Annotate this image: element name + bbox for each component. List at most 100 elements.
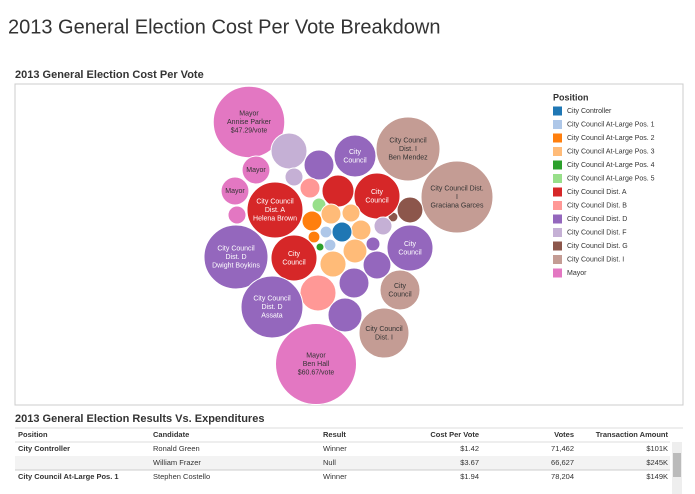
table-cell: 66,627 xyxy=(551,458,574,467)
bubble xyxy=(323,238,337,252)
bubble-label: Mayor Ben Hall $60.67/vote xyxy=(298,352,335,376)
bubble xyxy=(353,172,401,220)
bubble xyxy=(321,174,355,208)
bubble xyxy=(358,307,410,359)
legend-label: City Council At-Large Pos. 2 xyxy=(567,135,655,142)
bubble xyxy=(365,236,381,252)
bubble-label-line: Dist. D xyxy=(226,254,247,261)
bubble-label: City Council Dist. I Graciana Garces xyxy=(430,185,484,209)
bubble xyxy=(375,116,441,182)
bubble xyxy=(319,250,347,278)
table-cell: William Frazer xyxy=(153,458,201,467)
bubble-label: City Council Dist. D Assata xyxy=(253,295,291,319)
bubble-label-line: City Council xyxy=(217,245,255,252)
bubble xyxy=(299,177,321,199)
table-cell: $101K xyxy=(646,444,668,453)
bubble xyxy=(274,322,358,406)
bubble-label-line: Helena Brown xyxy=(253,215,297,222)
bubble-label-line: $47.29/vote xyxy=(231,127,268,134)
legend-label: City Council At-Large Pos. 3 xyxy=(567,148,655,155)
bubble xyxy=(331,221,353,243)
bubble-label-line: Mayor xyxy=(246,167,266,174)
table-cell: Null xyxy=(323,458,336,467)
table-cell: $3.67 xyxy=(460,458,479,467)
bubble-label-line: Graciana Garces xyxy=(431,202,484,209)
row-band xyxy=(15,456,670,470)
bubble xyxy=(386,224,434,272)
legend-label: Mayor xyxy=(567,270,587,277)
legend-swatch xyxy=(553,120,562,129)
bubble xyxy=(362,250,392,280)
column-header: Position xyxy=(18,430,48,439)
bubble-label-line: City xyxy=(288,251,301,258)
bubble-label-line: Dist. D xyxy=(262,304,283,311)
legend-label: City Council At-Large Pos. 5 xyxy=(567,175,655,182)
bubble xyxy=(420,160,494,234)
scrollbar-thumb[interactable] xyxy=(673,453,681,477)
bubble xyxy=(227,205,247,225)
bubble-label: City Council Dist. I xyxy=(365,326,403,342)
bubble-label-line: $60.67/vote xyxy=(298,369,335,376)
bubble-label: City Council xyxy=(365,189,389,205)
table-cell: Stephen Costello xyxy=(153,472,210,481)
legend-label: City Council Dist. G xyxy=(567,243,628,250)
legend-swatch xyxy=(553,187,562,197)
bubble xyxy=(301,210,323,232)
chart-title: 2013 General Election Cost Per Vote xyxy=(15,69,204,81)
column-header: Votes xyxy=(554,430,574,439)
bubble xyxy=(338,267,370,299)
bubble-label: City Council xyxy=(388,283,412,299)
bubble xyxy=(373,216,393,236)
bubble-label: City Council xyxy=(282,251,306,267)
table-cell: 78,204 xyxy=(551,472,574,481)
bubble-label: City Council Dist. I Ben Mendez xyxy=(388,137,428,161)
bubble xyxy=(307,230,321,244)
table-title: 2013 General Election Results Vs. Expend… xyxy=(15,413,264,425)
bubble-label-line: City Council xyxy=(253,295,291,302)
table-cell: $245K xyxy=(646,458,668,467)
legend-label: City Council At-Large Pos. 1 xyxy=(567,121,655,128)
bubble-label-line: Dist. A xyxy=(265,207,286,214)
legend-swatch xyxy=(553,106,562,116)
column-header: Transaction Amount xyxy=(596,430,669,439)
bubble xyxy=(342,238,368,264)
table-cell: $1.94 xyxy=(460,472,479,481)
bubble-label: City Council Dist. D Dwight Boykins xyxy=(212,245,260,269)
bubble-label: City Council xyxy=(398,241,422,257)
legend-swatch xyxy=(553,228,562,237)
bubble xyxy=(246,181,304,239)
bubble-label-line: Ben Hall xyxy=(303,361,330,368)
bubble-label-line: Mayor xyxy=(306,352,326,359)
bubble-label: Mayor xyxy=(225,188,245,195)
column-header: Result xyxy=(323,430,346,439)
bubble-label-line: Council xyxy=(365,197,389,204)
bubble-label-line: Council xyxy=(398,249,422,256)
bubble-label-line: Dist. I xyxy=(375,334,393,341)
legend-label: City Council Dist. D xyxy=(567,216,627,223)
page-title: 2013 General Election Cost Per Vote Brea… xyxy=(8,16,440,38)
table-cell: City Controller xyxy=(18,444,70,453)
bubble-label: Mayor Annise Parker $47.29/vote xyxy=(227,110,272,134)
legend-label: City Council Dist. A xyxy=(567,189,627,196)
bubble xyxy=(203,224,269,290)
bubble xyxy=(270,132,308,170)
bubble-label-line: City Council xyxy=(389,137,427,144)
bubble-label-line: City xyxy=(394,283,407,290)
bubble-label: City Council Dist. A Helena Brown xyxy=(253,198,297,222)
table-cell: 71,462 xyxy=(551,444,574,453)
legend-swatch xyxy=(553,214,562,224)
table-cell: Winner xyxy=(323,472,347,481)
legend-swatch xyxy=(553,268,562,278)
bubble xyxy=(396,196,424,224)
column-header: Cost Per Vote xyxy=(430,430,479,439)
bubble-label-line: Ben Mendez xyxy=(388,154,428,161)
table-cell: $149K xyxy=(646,472,668,481)
legend-swatch xyxy=(553,133,562,143)
legend-swatch xyxy=(553,160,562,170)
bubble xyxy=(315,242,325,252)
bubble-label-line: City xyxy=(349,149,362,156)
bubble xyxy=(341,203,361,223)
bubble xyxy=(333,134,377,178)
bubble xyxy=(284,167,304,187)
